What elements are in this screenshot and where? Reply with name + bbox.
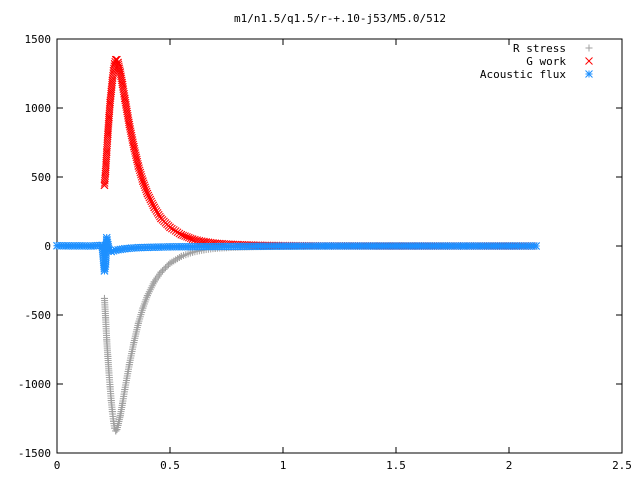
interpolated-point (148, 199, 157, 208)
x-tick-label: 2 (506, 459, 513, 472)
interpolated-point (138, 175, 147, 183)
chart-title: m1/n1.5/q1.5/r-+.10-j53/M5.0/512 (234, 12, 446, 25)
interpolated-point (137, 170, 145, 179)
y-tick-label: -1500 (18, 447, 51, 460)
interpolated-point (161, 264, 169, 272)
interpolated-point (163, 262, 171, 270)
legend-marker (585, 44, 593, 52)
interpolated-point (147, 197, 156, 206)
interpolated-point (137, 172, 146, 181)
y-tick-label: 0 (44, 240, 51, 253)
interpolated-point (139, 177, 147, 185)
interpolated-point (193, 236, 201, 244)
interpolated-point (134, 159, 142, 168)
interpolated-point (191, 235, 199, 244)
interpolated-point (532, 242, 540, 250)
x-tick-label: 2.5 (612, 459, 632, 472)
series-acoustic-flux (53, 233, 540, 275)
y-tick-label: -1000 (18, 378, 51, 391)
legend-label: Acoustic flux (480, 68, 566, 81)
interpolated-point (136, 168, 145, 177)
interpolated-point (154, 210, 163, 219)
interpolated-point (186, 234, 195, 243)
interpolated-point (150, 203, 159, 212)
x-tick-label: 1 (280, 459, 287, 472)
legend-label: R stress (513, 42, 566, 55)
interpolated-point (160, 265, 168, 273)
interpolated-point (195, 236, 204, 245)
interpolated-point (141, 183, 149, 192)
interpolated-point (188, 235, 197, 243)
interpolated-point (143, 189, 152, 198)
series-r-stress (100, 242, 536, 435)
legend-marker (585, 57, 593, 65)
interpolated-point (135, 166, 144, 175)
interpolated-point (157, 268, 165, 276)
interpolated-point (158, 267, 166, 275)
x-tick-label: 0.5 (160, 459, 180, 472)
interpolated-point (149, 201, 158, 210)
interpolated-point (144, 191, 153, 200)
x-tick-label: 0 (54, 459, 61, 472)
interpolated-point (139, 179, 148, 188)
interpolated-point (146, 195, 155, 204)
interpolated-point (140, 181, 149, 190)
legend-marker (585, 70, 593, 78)
y-tick-label: 500 (31, 171, 51, 184)
interpolated-point (142, 187, 151, 196)
y-tick-label: 1000 (25, 102, 52, 115)
y-tick-label: 1500 (25, 33, 52, 46)
interpolated-point (152, 207, 161, 215)
legend-label: G work (526, 55, 566, 68)
interpolated-point (145, 193, 154, 202)
interpolated-point (142, 185, 150, 194)
interpolated-point (153, 209, 162, 217)
interpolated-point (151, 205, 160, 214)
series-g-work (100, 55, 536, 250)
interpolated-point (113, 55, 121, 64)
series-layer (53, 55, 540, 435)
x-tick-label: 1.5 (386, 459, 406, 472)
y-tick-label: -500 (25, 309, 52, 322)
interpolated-point (134, 162, 143, 170)
axes: 0 0.5 1 1.5 2 2.5 -1500 -1000 -500 0 500 1000 1500 (18, 33, 632, 472)
interpolated-point (112, 427, 120, 435)
interpolated-point (135, 164, 143, 172)
